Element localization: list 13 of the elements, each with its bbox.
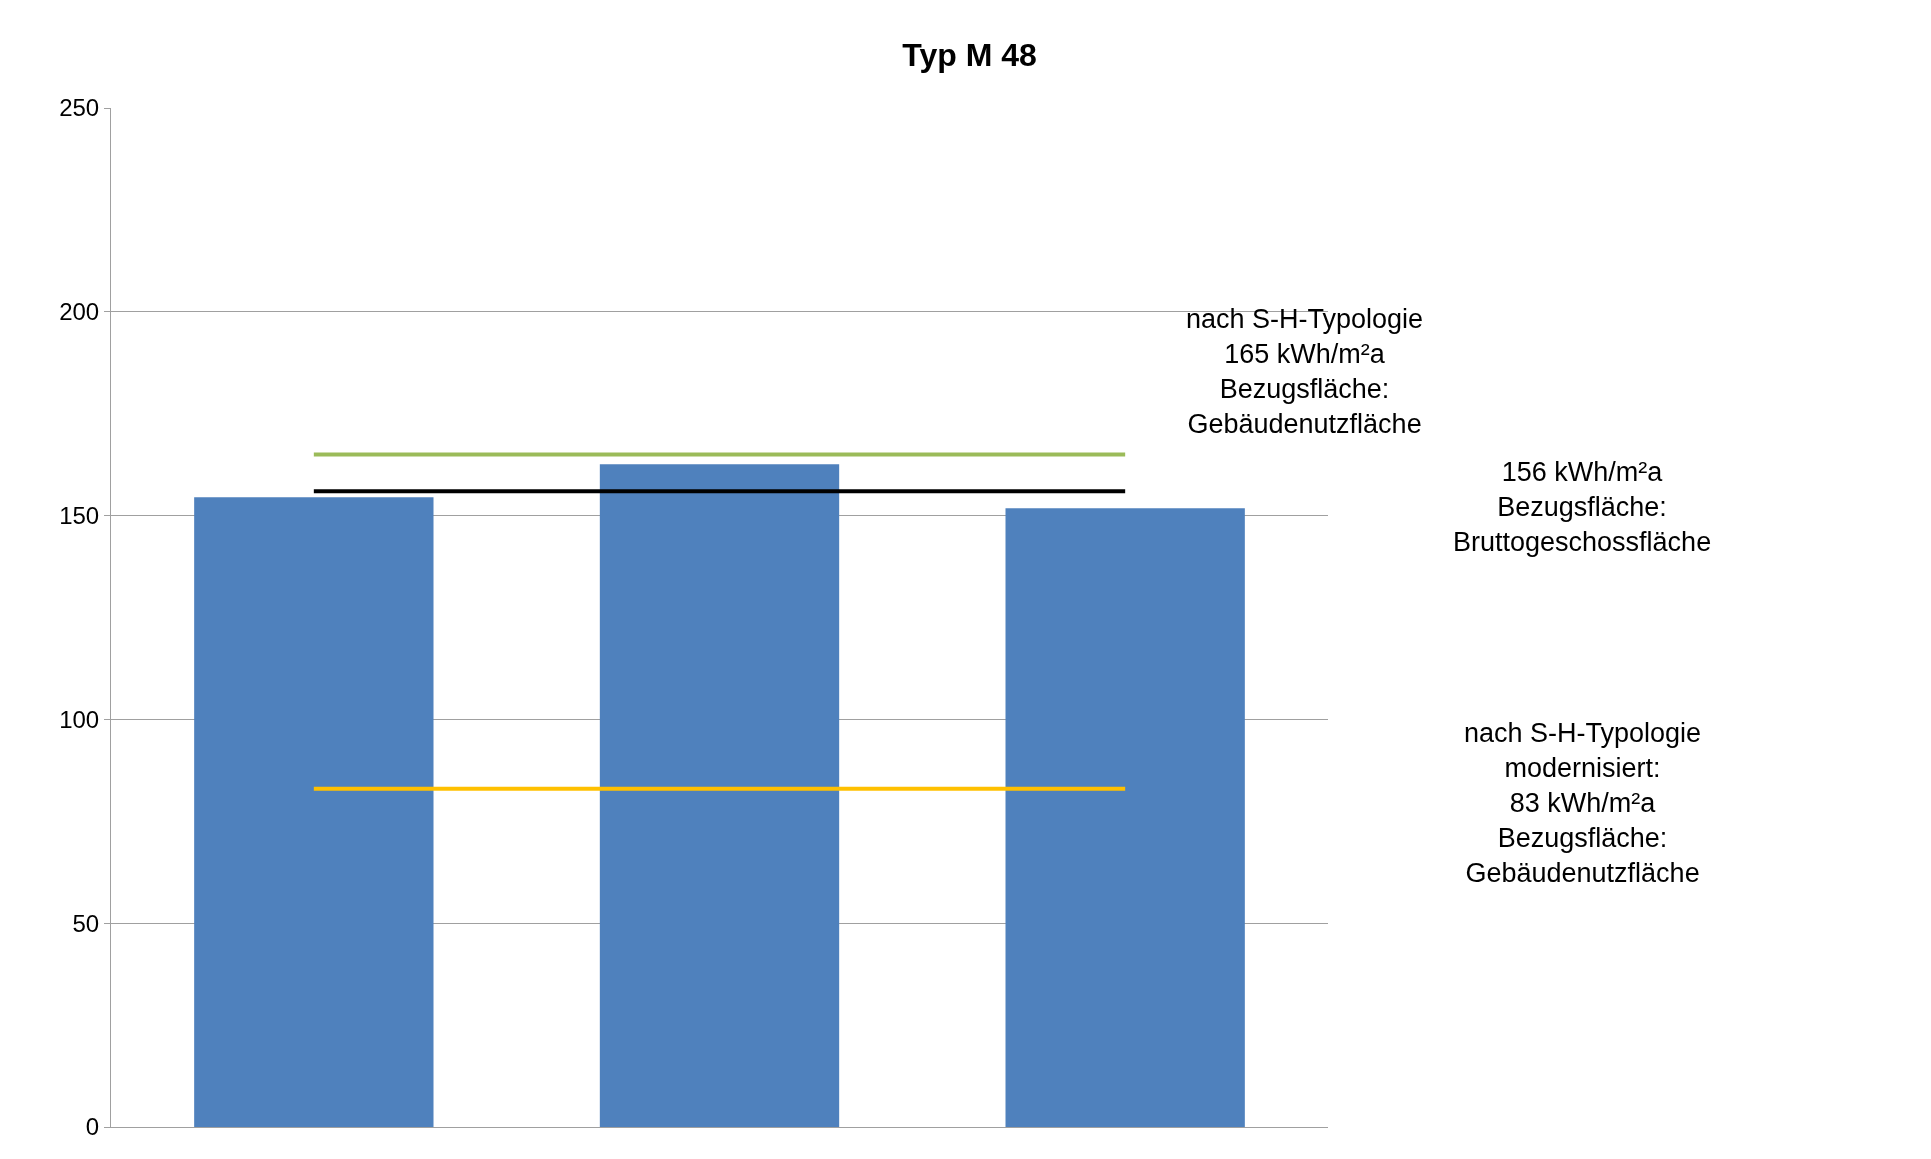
y-tick-label: 0 — [85, 1113, 100, 1141]
bar — [194, 497, 434, 1127]
y-tick-label: 50 — [72, 909, 100, 937]
bar — [1005, 508, 1245, 1127]
y-tick-label: 150 — [59, 502, 100, 529]
bar — [599, 464, 840, 1127]
y-tick-label: 200 — [59, 298, 100, 326]
text: 156 kWh/m²a Bezugsfläche: Bruttogeschossfläche — [1453, 457, 1712, 558]
y-tick-label: 250 — [59, 94, 100, 122]
text: nach S-H-Typologie modernisiert: 83 kWh/m²a Bezugsfläche: Gebäudenutzfläche — [1464, 718, 1702, 889]
chart-title: Typ M 48 — [902, 37, 1037, 74]
annotation: nach S-H-Typologie 165 kWh/m²a Bezugsfläche: Gebäudenutzfläche — [1186, 304, 1424, 440]
y-tick-label: 100 — [59, 705, 100, 733]
